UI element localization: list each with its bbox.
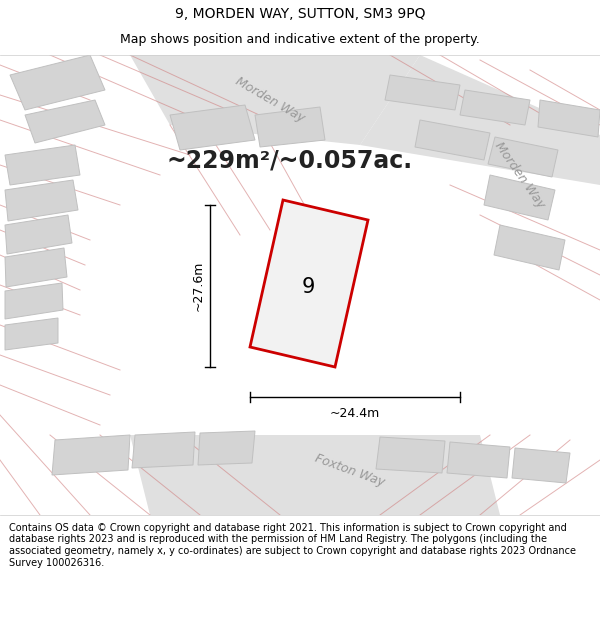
Polygon shape [250,200,368,367]
Polygon shape [130,55,420,145]
Text: ~24.4m: ~24.4m [330,407,380,420]
Polygon shape [198,431,255,465]
Polygon shape [415,120,490,160]
Polygon shape [385,75,460,110]
Polygon shape [255,107,325,147]
Polygon shape [170,105,255,150]
Polygon shape [5,145,80,185]
Polygon shape [494,225,565,270]
Text: Morden Way: Morden Way [493,139,548,211]
Polygon shape [488,137,558,177]
Polygon shape [10,55,105,110]
Text: Map shows position and indicative extent of the property.: Map shows position and indicative extent… [120,33,480,46]
Polygon shape [538,100,600,137]
Text: Foxton Way: Foxton Way [313,451,386,489]
Text: ~27.6m: ~27.6m [192,261,205,311]
Polygon shape [5,215,72,254]
Polygon shape [484,175,555,220]
Polygon shape [376,437,445,473]
Polygon shape [447,442,510,478]
Polygon shape [130,435,500,515]
Text: ~229m²/~0.057ac.: ~229m²/~0.057ac. [167,148,413,172]
Polygon shape [5,248,67,287]
Polygon shape [460,90,530,125]
Text: 9, MORDEN WAY, SUTTON, SM3 9PQ: 9, MORDEN WAY, SUTTON, SM3 9PQ [175,7,425,21]
Polygon shape [5,283,63,319]
Polygon shape [5,180,78,221]
Text: Morden Way: Morden Way [233,75,307,125]
Polygon shape [5,318,58,350]
Text: Contains OS data © Crown copyright and database right 2021. This information is : Contains OS data © Crown copyright and d… [9,522,576,568]
Polygon shape [25,100,105,143]
Polygon shape [132,432,195,468]
Text: 9: 9 [301,277,314,297]
Polygon shape [52,435,130,475]
Polygon shape [360,55,600,185]
Polygon shape [512,448,570,483]
